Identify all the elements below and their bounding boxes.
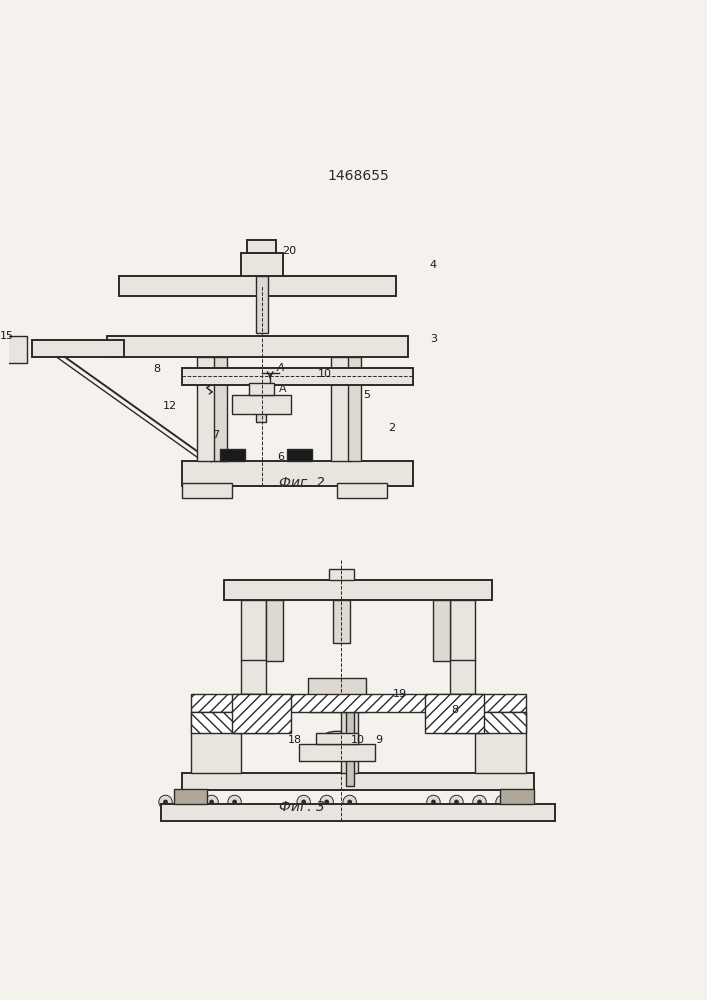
Circle shape <box>159 795 173 809</box>
Bar <box>191 694 525 712</box>
Bar <box>501 789 534 804</box>
Bar <box>182 483 233 498</box>
Text: 7: 7 <box>212 430 219 440</box>
Bar <box>300 744 375 761</box>
Circle shape <box>210 800 214 804</box>
Bar <box>308 678 366 712</box>
Circle shape <box>164 800 167 804</box>
Circle shape <box>496 795 509 809</box>
Text: 3: 3 <box>430 334 437 344</box>
Bar <box>233 694 291 733</box>
Bar <box>191 712 274 733</box>
Bar <box>233 395 291 414</box>
Text: 4: 4 <box>430 260 437 270</box>
Text: 10: 10 <box>351 735 365 745</box>
Bar <box>247 240 276 253</box>
Bar <box>329 569 354 580</box>
Bar <box>107 336 409 357</box>
Bar <box>346 712 354 786</box>
Bar <box>341 712 358 773</box>
Circle shape <box>297 795 310 809</box>
Circle shape <box>187 800 190 804</box>
Text: 15: 15 <box>0 331 13 341</box>
Text: 8: 8 <box>153 364 160 374</box>
Bar <box>331 357 351 461</box>
Text: 5: 5 <box>363 390 370 400</box>
Bar <box>174 789 207 804</box>
Text: 10: 10 <box>317 369 332 379</box>
Bar <box>4 336 28 363</box>
Bar <box>316 733 358 744</box>
Bar <box>255 385 266 422</box>
Circle shape <box>478 800 481 804</box>
Text: 2: 2 <box>388 423 395 433</box>
Bar <box>425 694 484 733</box>
Bar <box>287 449 312 461</box>
Circle shape <box>205 795 218 809</box>
Circle shape <box>343 795 356 809</box>
Circle shape <box>228 795 241 809</box>
Text: 1468655: 1468655 <box>327 169 389 183</box>
Circle shape <box>182 795 195 809</box>
Text: 12: 12 <box>163 401 177 411</box>
Bar <box>220 449 245 461</box>
Bar <box>182 368 412 385</box>
Bar <box>119 276 396 296</box>
Circle shape <box>320 795 334 809</box>
Text: 20: 20 <box>282 246 296 256</box>
Text: 8: 8 <box>451 705 458 715</box>
Bar <box>241 660 266 694</box>
Circle shape <box>501 800 504 804</box>
Text: Фиг. 2: Фиг. 2 <box>279 476 325 490</box>
Bar <box>475 712 525 773</box>
Bar <box>450 600 475 661</box>
Text: 9: 9 <box>375 735 382 745</box>
Circle shape <box>302 800 305 804</box>
Text: A: A <box>276 363 284 373</box>
Ellipse shape <box>322 731 352 744</box>
Bar <box>337 483 387 498</box>
Bar <box>182 461 412 486</box>
Bar <box>191 712 241 773</box>
Circle shape <box>325 800 328 804</box>
Bar <box>214 357 227 461</box>
Bar <box>241 600 266 661</box>
Bar <box>32 340 124 357</box>
Bar <box>161 804 555 821</box>
Text: 18: 18 <box>288 735 303 745</box>
Circle shape <box>432 800 435 804</box>
Circle shape <box>450 795 463 809</box>
Ellipse shape <box>250 388 274 403</box>
Bar <box>250 383 274 395</box>
Text: 19: 19 <box>393 689 407 699</box>
Bar <box>442 712 525 733</box>
Bar <box>255 276 268 333</box>
Bar <box>266 600 283 661</box>
Text: 6: 6 <box>277 452 284 462</box>
Bar <box>348 357 361 461</box>
Circle shape <box>348 800 351 804</box>
Text: Фиг. 3: Фиг. 3 <box>279 800 325 814</box>
Bar <box>182 773 534 790</box>
Bar <box>450 660 475 694</box>
Circle shape <box>427 795 440 809</box>
Text: A: A <box>279 384 286 394</box>
Bar <box>224 580 492 600</box>
Circle shape <box>473 795 486 809</box>
Circle shape <box>455 800 458 804</box>
Bar <box>197 357 217 461</box>
Bar <box>433 600 450 661</box>
Bar <box>241 253 283 276</box>
Bar <box>333 600 350 643</box>
Circle shape <box>233 800 236 804</box>
